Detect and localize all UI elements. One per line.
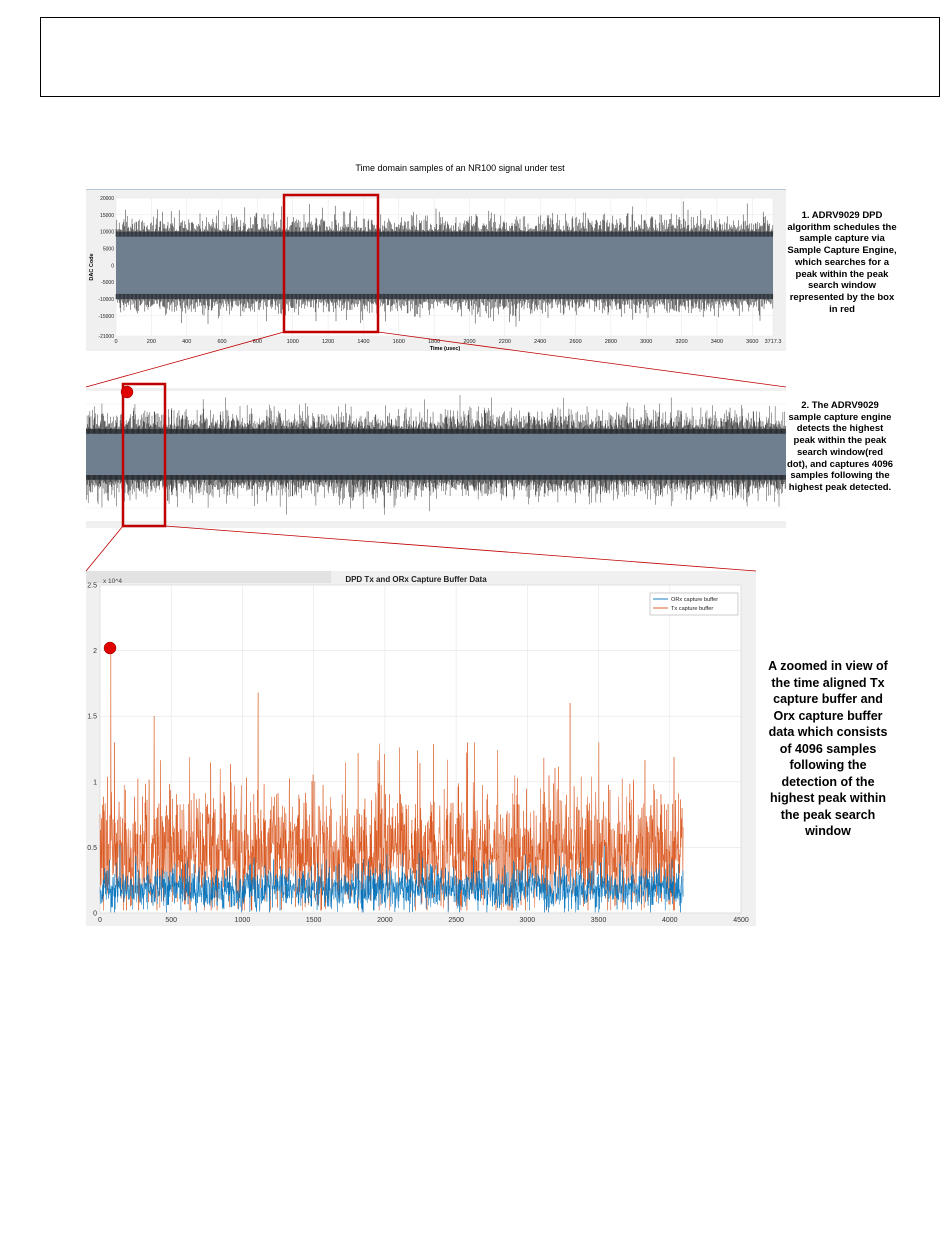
chart-title: DPD Tx and ORx Capture Buffer Data xyxy=(345,575,487,584)
y-tick-label: -15000 xyxy=(98,314,114,320)
y-exponent-label: x 10^4 xyxy=(103,578,122,585)
x-tick-label: 3600 xyxy=(746,339,758,345)
x-tick-label: 2600 xyxy=(569,339,581,345)
header-box xyxy=(40,17,940,97)
x-tick-label: 500 xyxy=(165,917,177,924)
y-tick-label: 20000 xyxy=(100,196,114,202)
x-tick-label: 2200 xyxy=(499,339,511,345)
y-axis-label: DAC Code xyxy=(89,253,95,280)
toolbar-strip xyxy=(86,571,331,583)
legend: ORx capture buffer Tx capture buffer xyxy=(649,592,739,616)
legend-label-tx: Tx capture buffer xyxy=(671,606,713,612)
x-tick-label: 400 xyxy=(182,339,191,345)
y-tick-label: 15000 xyxy=(100,213,114,219)
y-tick-label: 2.5 xyxy=(87,583,97,590)
x-tick-label: 1500 xyxy=(306,917,322,924)
y-tick-label: 1.5 xyxy=(87,714,97,721)
y-tick-label: 5000 xyxy=(103,246,114,252)
x-tick-label: 1000 xyxy=(287,339,299,345)
y-tick-label: -5000 xyxy=(101,280,114,286)
y-tick-label: 0 xyxy=(93,911,97,918)
legend-label-orx: ORx capture buffer xyxy=(671,597,718,603)
x-tick-label: 4500 xyxy=(733,917,749,924)
x-tick-label: 1000 xyxy=(235,917,251,924)
y-tick-label: 0.5 xyxy=(87,845,97,852)
step1-annotation: 1. ADRV9029 DPD algorithm schedules the … xyxy=(787,210,897,315)
x-tick-label: 3500 xyxy=(591,917,607,924)
y-tick-label: 10000 xyxy=(100,230,114,236)
x-tick-label: 2400 xyxy=(534,339,546,345)
x-tick-label: 3717.3 xyxy=(765,339,782,345)
full-signal-panel: 0 200 400 600 800 1000 1200 1400 1600 1800 2000 220… xyxy=(86,189,786,352)
figure-title: Time domain samples of an NR100 signal u… xyxy=(355,163,565,173)
capture-buffer-chart: DPD Tx and ORx Capture Buffer Data x 10^… xyxy=(86,571,749,924)
x-tick-label: 3000 xyxy=(640,339,652,345)
x-tick-label: 800 xyxy=(253,339,262,345)
x-axis-label: Time (usec) xyxy=(430,346,461,352)
zoom-connector-right-2 xyxy=(164,525,757,572)
y-tick-label: 2 xyxy=(93,648,97,655)
peak-search-chart xyxy=(85,391,786,521)
x-tick-label: 2800 xyxy=(605,339,617,345)
step3-annotation: A zoomed in view of the time aligned Tx … xyxy=(768,659,888,838)
y-tick-label: 0 xyxy=(111,263,114,269)
x-tick-label: 1200 xyxy=(322,339,334,345)
signal-body xyxy=(86,429,786,480)
full-signal-chart: 0 200 400 600 800 1000 1200 1400 1600 1800 2000 220… xyxy=(89,196,782,352)
series-tx-capture-buffer xyxy=(99,646,684,911)
x-tick-label: 0 xyxy=(98,917,102,924)
step2-annotation: 2. The ADRV9029 sample capture engine de… xyxy=(786,400,894,493)
x-tick-label: 2000 xyxy=(377,917,393,924)
legend-box xyxy=(649,592,739,616)
x-tick-label: 600 xyxy=(217,339,226,345)
x-tick-label: 3000 xyxy=(520,917,536,924)
x-tick-label: 3200 xyxy=(675,339,687,345)
x-tick-label: 2000 xyxy=(463,339,475,345)
zoom-connector-left-2 xyxy=(85,525,124,572)
x-tick-label: 4000 xyxy=(662,917,678,924)
signal-body xyxy=(116,231,773,299)
capture-buffer-panel: DPD Tx and ORx Capture Buffer Data x 10^… xyxy=(86,571,756,926)
x-tick-label: 2500 xyxy=(448,917,464,924)
peak-search-window-panel xyxy=(85,388,786,528)
y-tick-label: -21000 xyxy=(98,334,114,340)
y-tick-label: -10000 xyxy=(98,297,114,303)
y-tick-label: 1 xyxy=(93,779,97,786)
x-tick-label: 1800 xyxy=(428,339,440,345)
x-tick-label: 1400 xyxy=(357,339,369,345)
x-tick-label: 200 xyxy=(147,339,156,345)
series-orx-capture-buffer xyxy=(99,844,684,913)
x-tick-label: 3400 xyxy=(711,339,723,345)
x-tick-label: 0 xyxy=(114,339,117,345)
x-tick-label: 1600 xyxy=(393,339,405,345)
